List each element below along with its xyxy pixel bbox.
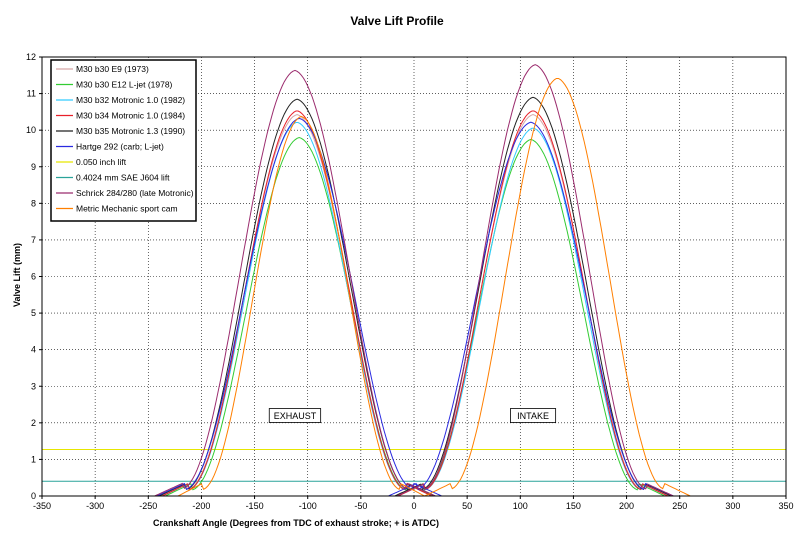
x-tick-label: 150 [566,501,581,511]
y-tick-label: 3 [31,381,36,391]
series-line-9-exhaust [177,115,425,497]
series-line-2-intake [397,127,669,497]
y-tick-label: 1 [31,454,36,464]
y-tick-label: 10 [26,125,36,135]
y-tick-label: 2 [31,418,36,428]
y-tick-label: 6 [31,272,36,282]
x-tick-label: 350 [778,501,793,511]
legend-item-2: M30 b32 Motronic 1.0 (1982) [76,95,185,105]
series-line-3-intake [397,110,669,497]
annotation-box [510,408,557,423]
y-tick-label: 9 [31,162,36,172]
x-axis-label: Crankshaft Angle (Degrees from TDC of ex… [153,518,439,528]
x-tick-label: 50 [462,501,472,511]
x-tick-label: 0 [411,501,416,511]
series-line-4-intake [394,96,672,497]
x-tick-label: -150 [246,501,264,511]
x-tick-label: 100 [513,501,528,511]
y-tick-label: 4 [31,345,36,355]
y-tick-label: 0 [31,491,36,501]
x-tick-label: 200 [619,501,634,511]
legend-item-5: Hartge 292 (carb; L-jet) [76,142,164,152]
x-tick-label: -300 [86,501,104,511]
series-lines [154,64,691,497]
series-line-8-intake [396,64,674,497]
y-tick-label: 8 [31,198,36,208]
legend-box [50,59,197,222]
legend-item-1: M30 b30 E12 L-jet (1978) [76,80,173,90]
annotation-intake: INTAKE [517,411,549,421]
series-line-1-exhaust [165,136,434,497]
x-tick-label: -100 [299,501,317,511]
annotation-box [268,408,322,423]
annotation-exhaust: EXHAUST [274,411,317,421]
x-axis-ticks: -350 -300 -250 -200 -150 -100 -50 0 50 100 150 200 2… [33,496,794,511]
x-tick-label: -50 [354,501,367,511]
series-line-5-intake [388,121,674,497]
x-tick-label: 300 [725,501,740,511]
legend-item-0: M30 b30 E9 (1973) [76,64,149,74]
x-tick-label: -250 [139,501,157,511]
series-line-2-exhaust [161,122,433,497]
y-tick-label: 5 [31,308,36,318]
y-tick-label: 11 [27,89,36,99]
series-line-9-intake [424,78,691,497]
x-tick-label: -350 [33,501,51,511]
y-axis-label: Valve Lift (mm) [12,243,22,307]
legend: M30 b30 E9 (1973) M30 b30 E12 L-jet (1978… [50,59,197,222]
series-line-4-exhaust [158,98,436,497]
legend-item-7: 0.4024 mm SAE J604 lift [76,173,170,183]
series-line-5-exhaust [156,117,442,497]
series-line-8-exhaust [154,69,436,497]
y-tick-label: 7 [31,235,36,245]
y-tick-label: 12 [26,52,36,62]
legend-item-9: Metric Mechanic sport cam [76,204,178,214]
series-line-0-exhaust [160,113,434,497]
legend-item-3: M30 b34 Motronic 1.0 (1984) [76,111,185,121]
threshold-lines [42,449,786,482]
x-tick-label: 250 [672,501,687,511]
legend-item-8: Schrick 284/280 (late Motronic) [76,188,194,198]
series-line-1-intake [396,138,666,497]
legend-item-6: 0.050 inch lift [76,157,127,167]
series-line-0-intake [396,113,670,497]
annotations: EXHAUST INTAKE [268,408,557,423]
legend-item-4: M30 b35 Motronic 1.3 (1990) [76,126,185,136]
chart-title: Valve Lift Profile [350,14,444,28]
series-line-3-exhaust [161,110,433,497]
x-tick-label: -200 [192,501,210,511]
